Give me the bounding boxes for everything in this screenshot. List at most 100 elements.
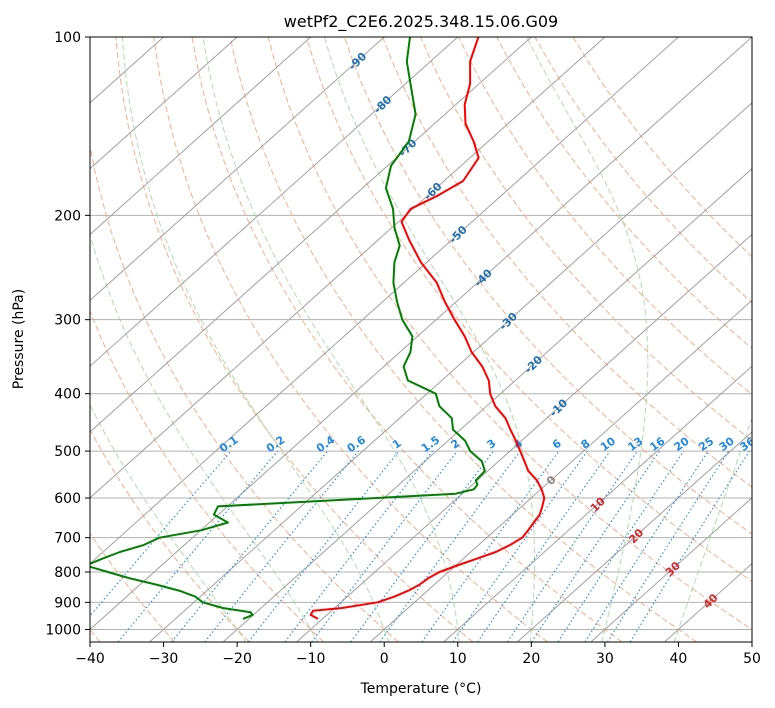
isopleth-labels: 0.1 0.2 0.4 0.6 1 1.5 2 3 4 6 8 10 13 16 20 25 30 36-100-…: [217, 50, 752, 612]
mixing-ratio-line: [379, 450, 521, 642]
y-tick-label: 500: [54, 444, 81, 460]
isotherm: [90, 37, 606, 499]
isotherm: [90, 37, 238, 170]
isotherm: [443, 365, 752, 642]
mixing-ratio-label: 8: [579, 437, 593, 452]
chart-title: wetPf2_C2E6.2025.348.15.06.G09: [284, 12, 558, 32]
isotherm: [149, 102, 752, 642]
y-axis-ticks: 1000 900 800 700 600 500 400 300 200 100: [45, 30, 90, 638]
temperature-profile: [309, 37, 546, 620]
mixing-ratio-line: [452, 450, 588, 642]
dry-adiabat: [343, 37, 752, 535]
mixing-ratio-line: [421, 450, 560, 642]
mixing-ratio-line: [607, 450, 730, 642]
dry-adiabat: [496, 37, 752, 350]
isotherm: [90, 37, 385, 301]
y-tick-label: 1000: [45, 622, 81, 638]
x-axis-label: Temperature (°C): [360, 681, 482, 697]
mixing-ratio-line: [248, 450, 400, 642]
mixing-ratio-line: [117, 450, 279, 642]
x-tick-label: 50: [743, 651, 761, 667]
moist-adiabats: [90, 37, 752, 642]
mixing-ratio-line: [204, 450, 359, 642]
moist-adiabat: [673, 416, 752, 642]
x-tick-label: 10: [449, 651, 467, 667]
mixing-ratio-line: [311, 450, 458, 642]
x-tick-label: 20: [522, 651, 540, 667]
dry-adiabat: [458, 37, 752, 396]
isotherm: [90, 37, 312, 236]
isotherm: [516, 431, 752, 642]
x-tick-label: 0: [380, 651, 389, 667]
dry-adiabat: [267, 37, 752, 631]
mixing-ratio-line: [557, 450, 685, 642]
x-tick-label: 30: [596, 651, 614, 667]
isotherm: [664, 562, 752, 642]
dry-adiabat: [420, 37, 752, 442]
mixing-ratio-label: 0.1: [217, 433, 240, 455]
isotherm: [90, 37, 459, 367]
dry-adiabat: [191, 37, 623, 642]
y-tick-label: 100: [54, 30, 81, 46]
x-tick-label: −40: [75, 651, 105, 667]
moist-adiabat: [121, 37, 390, 642]
mixing-ratio-label: 2: [448, 437, 462, 452]
dry-adiabats: [90, 37, 752, 642]
isotherm: [222, 167, 752, 642]
mixing-ratio-line: [531, 450, 660, 642]
dry-adiabat: [90, 532, 175, 642]
y-tick-label: 200: [54, 208, 81, 224]
moist-adiabat: [90, 233, 319, 642]
y-tick-label: 700: [54, 531, 81, 547]
mixing-ratio-label: 1.5: [419, 433, 442, 455]
mixing-ratio-line: [584, 450, 709, 642]
dry-adiabat: [90, 309, 325, 642]
y-axis-label: Pressure (hPa): [11, 289, 27, 389]
dry-adiabat: [229, 37, 697, 642]
x-tick-label: −30: [149, 651, 179, 667]
y-tick-label: 400: [54, 387, 81, 403]
mixing-ratio-label: 3: [485, 437, 499, 452]
mixing-ratio-line: [284, 450, 434, 642]
isotherm: [296, 233, 752, 642]
x-tick-label: −10: [296, 651, 326, 667]
moist-adiabat: [202, 37, 460, 642]
moist-adiabat: [526, 37, 649, 642]
dry-adiabat: [305, 37, 752, 583]
plot-area: 0.1 0.2 0.4 0.6 1 1.5 2 3 4 6 8 10 13 16 20 25 30 36-100-…: [90, 37, 752, 642]
dry-adiabat: [572, 37, 752, 258]
y-tick-label: 900: [54, 595, 81, 611]
isotherms: [90, 37, 752, 642]
isotherm: [369, 299, 752, 642]
mixing-ratio-line: [477, 450, 611, 642]
x-tick-label: −20: [222, 651, 252, 667]
isotherm: [590, 497, 752, 642]
dewpoint-profile: [90, 37, 486, 620]
isotherm: [90, 37, 532, 433]
mixing-ratio-lines: [90, 450, 750, 642]
y-tick-label: 300: [54, 313, 81, 329]
moist-adiabat: [323, 37, 536, 642]
dry-adiabat: [90, 428, 250, 642]
x-axis-ticks: −40 −30 −20 −10 0 10 20 30 40 50: [75, 642, 761, 667]
dry-adiabat: [153, 37, 548, 642]
mixing-ratio-line: [506, 450, 638, 642]
dry-adiabat: [90, 143, 399, 642]
mixing-ratio-label: 0.2: [264, 433, 287, 455]
moist-adiabat: [90, 403, 247, 642]
sounding-profiles: [90, 37, 546, 620]
dry-adiabat: [115, 37, 474, 642]
x-tick-label: 40: [670, 651, 688, 667]
mixing-ratio-line: [171, 450, 329, 642]
isotherm: [90, 37, 752, 631]
y-tick-label: 600: [54, 491, 81, 507]
mixing-ratio-label: 0.4: [314, 433, 338, 455]
isotherm: [90, 37, 679, 565]
mixing-ratio-label: 6: [550, 437, 564, 452]
mixing-ratio-line: [350, 450, 494, 642]
plot-frame: [89, 36, 753, 643]
dry-adiabat: [534, 37, 752, 304]
y-tick-label: 800: [54, 565, 81, 581]
mixing-ratio-label: 0.6: [345, 433, 369, 455]
